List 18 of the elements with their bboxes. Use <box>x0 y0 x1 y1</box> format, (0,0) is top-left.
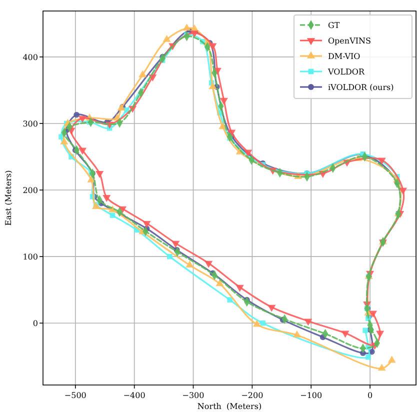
legend-label: iVOLDOR (ours) <box>328 83 394 92</box>
legend-label: VOLDOR <box>327 68 366 76</box>
x-tick-label: −400 <box>123 391 146 400</box>
y-axis-title: East (Meters) <box>4 170 13 226</box>
y-tick-label: 0 <box>32 319 38 328</box>
y-tick-label: 400 <box>22 52 38 62</box>
y-tick-label: 200 <box>22 186 38 196</box>
x-tick-label: −300 <box>182 391 204 400</box>
y-tick-label: 100 <box>22 252 38 262</box>
legend-label: GT <box>328 21 340 30</box>
x-axis-title: North (Meters) <box>197 402 262 411</box>
y-tick-label: 300 <box>22 119 38 128</box>
legend-label: OpenVINS <box>328 36 371 46</box>
x-tick-label: 0 <box>367 391 373 400</box>
x-tick-label: −500 <box>64 391 86 400</box>
x-tick-label: −100 <box>300 391 322 400</box>
x-tick-label: −200 <box>241 391 264 400</box>
legend-label: DM-VIO <box>328 52 361 61</box>
